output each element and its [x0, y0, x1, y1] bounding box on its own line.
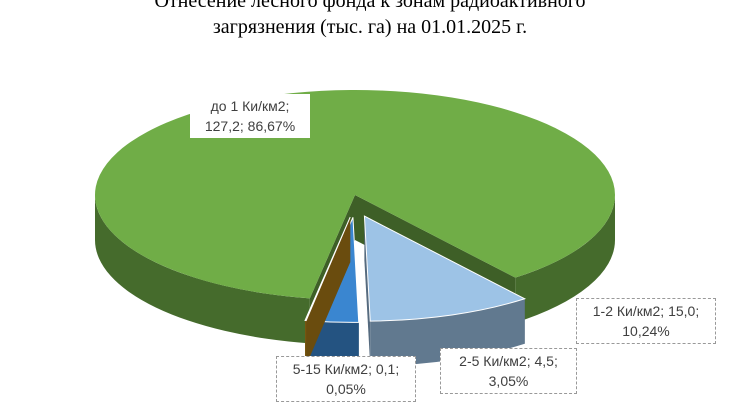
- slice-side: [364, 216, 371, 367]
- slice-wall: [308, 320, 359, 368]
- data-label: 2-5 Ки/км2; 4,5; 3,05%: [440, 348, 577, 394]
- slice-wall: [305, 320, 307, 366]
- slice-wall: [515, 195, 615, 323]
- slice: [363, 215, 527, 322]
- data-label: 1-2 Ки/км2; 15,0; 10,24%: [576, 298, 716, 344]
- chart-title: Отнесение лесного фонда к зонам радиоакт…: [154, 0, 586, 38]
- slice-wall: [95, 195, 310, 344]
- data-label: 5-15 Ки/км2; 0,1; 0,05%: [276, 356, 416, 402]
- slice: [304, 216, 351, 322]
- slice: [95, 90, 616, 299]
- slice-side: [305, 217, 351, 366]
- data-label: до 1 Ки/км2; 127,2; 86,67%: [190, 94, 310, 138]
